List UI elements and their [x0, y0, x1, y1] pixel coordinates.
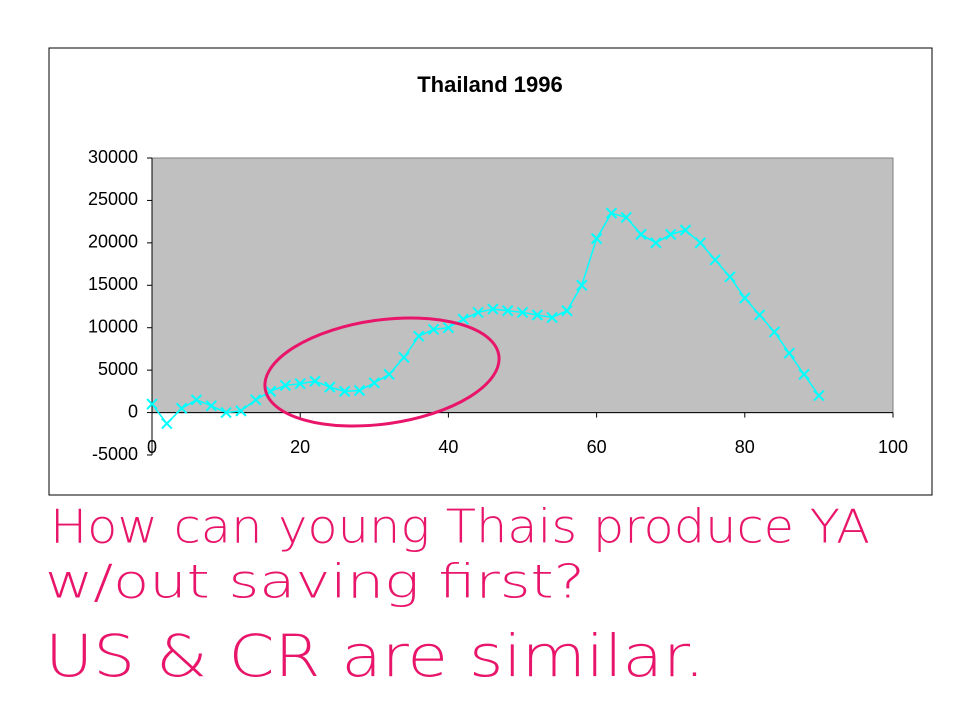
x-tick-label: 40 [438, 437, 458, 457]
marker [546, 311, 558, 324]
annotation: US & CR are similar. [45, 622, 705, 690]
marker [383, 368, 395, 381]
marker [413, 330, 425, 342]
marker [753, 309, 766, 321]
marker [487, 303, 499, 315]
marker [279, 379, 292, 392]
marker [650, 237, 662, 249]
marker [501, 305, 514, 317]
marker [783, 347, 795, 359]
marker [620, 211, 632, 224]
marker [768, 326, 781, 338]
marker [250, 394, 262, 406]
x-tick-label: 0 [147, 437, 157, 457]
marker [694, 237, 707, 249]
marker [442, 322, 455, 334]
marker [205, 400, 217, 412]
marker [605, 207, 618, 219]
x-tick-label: 20 [290, 437, 310, 457]
y-tick-label: 0 [128, 401, 138, 421]
x-tick-label: 100 [878, 437, 908, 457]
marker [472, 306, 484, 319]
y-tick-label: 20000 [88, 232, 138, 252]
marker [398, 351, 410, 364]
y-tick-label: 15000 [88, 274, 138, 294]
hand-circle [263, 316, 501, 428]
marker [813, 389, 825, 402]
y-tick-label: 30000 [88, 147, 138, 167]
marker [739, 292, 751, 304]
marker [235, 405, 247, 417]
marker [561, 305, 573, 317]
marker [709, 254, 721, 266]
y-tick-label: 10000 [88, 316, 138, 336]
chart-title: Thailand 1996 [417, 72, 563, 97]
y-tick-label: 5000 [98, 359, 138, 379]
marker [175, 402, 188, 415]
annotation: w/out saving first? [45, 555, 585, 609]
y-tick-label: 25000 [88, 189, 138, 209]
marker [516, 306, 529, 319]
marker [309, 375, 321, 387]
marker [161, 417, 173, 430]
marker [635, 228, 647, 241]
marker [220, 406, 232, 419]
marker [531, 309, 544, 321]
y-tick-label: -5000 [92, 444, 138, 464]
marker [679, 224, 692, 236]
marker [724, 271, 736, 283]
marker [590, 232, 603, 245]
marker [798, 368, 810, 381]
series-line [151, 212, 820, 425]
x-tick-label: 60 [587, 437, 607, 457]
marker [664, 228, 677, 241]
marker [576, 279, 588, 291]
marker [338, 385, 351, 398]
annotation: How can young Thais produce YA [50, 500, 870, 554]
plot-area [151, 157, 894, 414]
marker [146, 398, 158, 410]
marker [294, 378, 306, 390]
marker [427, 323, 440, 336]
marker [324, 381, 336, 393]
marker [190, 394, 203, 406]
x-tick-label: 80 [735, 437, 755, 457]
marker [353, 384, 366, 397]
marker [368, 377, 381, 389]
plot: -5000 0 5000 10000 15000 20000 25000 30000 0 20 40… [88, 147, 908, 464]
